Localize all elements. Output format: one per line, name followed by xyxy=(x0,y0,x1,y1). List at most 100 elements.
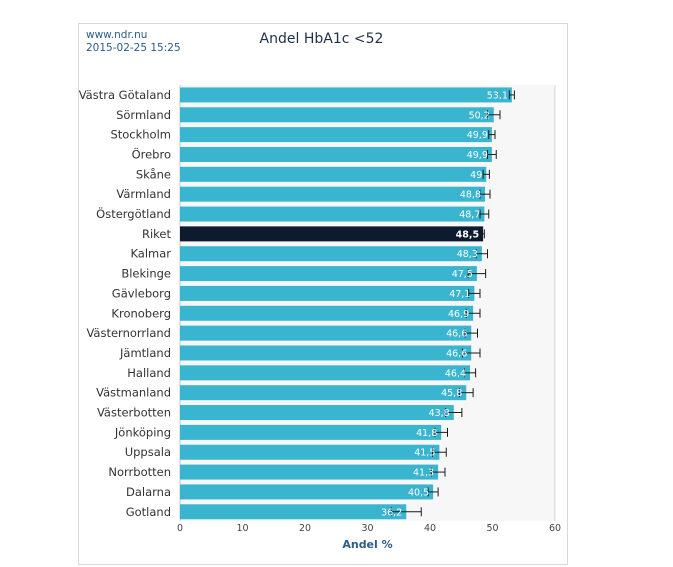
data-label: 47,5 xyxy=(452,269,473,280)
error-bar xyxy=(462,348,481,358)
bar[interactable] xyxy=(180,345,472,361)
data-label: 41,3 xyxy=(413,468,434,479)
source-link[interactable]: www.ndr.nu xyxy=(86,29,148,41)
bar[interactable] xyxy=(180,325,472,341)
data-label: 45,8 xyxy=(441,388,462,399)
data-label: 49,9 xyxy=(467,130,488,141)
x-tick-label: 30 xyxy=(361,523,373,534)
chart-title: Andel HbA1c <52 xyxy=(259,31,384,47)
data-label: 53,1 xyxy=(487,90,508,101)
bar[interactable] xyxy=(180,464,439,480)
category-label: Gävleborg xyxy=(112,286,171,300)
data-label: 46,6 xyxy=(446,329,467,340)
category-label: Halland xyxy=(127,366,171,380)
error-bar xyxy=(482,169,490,179)
x-axis-title: Andel % xyxy=(342,538,392,551)
error-bar xyxy=(488,130,496,140)
bar[interactable] xyxy=(180,365,470,381)
data-label: 46,9 xyxy=(448,309,469,320)
error-bar xyxy=(445,408,463,418)
bar[interactable] xyxy=(180,87,512,103)
error-bar xyxy=(458,388,474,398)
x-tick-label: 60 xyxy=(549,523,561,534)
data-label: 48,8 xyxy=(460,190,481,201)
category-label: Jämtland xyxy=(119,346,171,360)
x-tick-label: 0 xyxy=(177,523,183,534)
bar[interactable] xyxy=(180,385,467,401)
bar[interactable] xyxy=(180,405,454,421)
category-label: Gotland xyxy=(126,505,171,519)
category-label: Riket xyxy=(142,227,172,241)
error-bar xyxy=(427,487,439,497)
category-label: Västerbotten xyxy=(97,406,171,420)
error-bar xyxy=(465,308,481,318)
error-bar xyxy=(468,288,481,298)
data-label: 48,3 xyxy=(457,249,478,260)
category-label: Dalarna xyxy=(126,485,171,499)
x-tick-label: 20 xyxy=(299,523,311,534)
category-label: Värmland xyxy=(116,187,171,201)
error-bar xyxy=(463,368,477,378)
bar[interactable] xyxy=(180,246,482,262)
category-label: Jönköping xyxy=(114,425,171,439)
data-label: 47,1 xyxy=(449,289,470,300)
category-label: Stockholm xyxy=(110,128,171,142)
bar[interactable] xyxy=(180,285,475,301)
error-bar xyxy=(432,447,447,457)
bar[interactable] xyxy=(180,166,487,182)
error-bar xyxy=(487,149,497,159)
category-label: Blekinge xyxy=(121,267,171,281)
data-label: 48,7 xyxy=(459,210,480,221)
error-bar xyxy=(475,249,488,259)
category-label: Kronoberg xyxy=(111,306,171,320)
bar[interactable] xyxy=(180,266,477,282)
category-label: Örebro xyxy=(132,145,171,161)
data-label: 41,5 xyxy=(414,448,435,459)
category-label: Västmanland xyxy=(96,386,171,400)
x-tick-label: 40 xyxy=(424,523,436,534)
error-bar xyxy=(464,328,478,338)
data-label: 49 xyxy=(470,170,482,181)
bar[interactable] xyxy=(180,504,407,520)
error-bar xyxy=(479,209,490,219)
bar[interactable] xyxy=(180,305,474,321)
error-bar xyxy=(479,189,491,199)
category-label: Kalmar xyxy=(130,247,171,261)
data-label: 46,4 xyxy=(445,368,466,379)
x-tick-label: 10 xyxy=(236,523,248,534)
category-label: Skåne xyxy=(136,167,171,181)
error-bar xyxy=(390,507,422,517)
bar[interactable] xyxy=(180,146,492,162)
category-label: Norrbotten xyxy=(108,465,171,479)
bar[interactable] xyxy=(180,424,442,440)
error-bar xyxy=(481,229,485,239)
data-label: 36,2 xyxy=(381,507,402,518)
bar[interactable] xyxy=(180,107,494,123)
category-label: Uppsala xyxy=(125,445,171,459)
data-label: 40,5 xyxy=(408,487,429,498)
timestamp: 2015-02-25 15:25 xyxy=(86,42,181,54)
data-label: 46,6 xyxy=(446,348,467,359)
category-label: Västernorrland xyxy=(86,326,171,340)
error-bar xyxy=(467,269,487,279)
data-label: 41,8 xyxy=(416,428,437,439)
data-label: 50,2 xyxy=(469,110,490,121)
x-tick-label: 50 xyxy=(486,523,498,534)
bar[interactable] xyxy=(180,206,485,222)
error-bar xyxy=(430,467,446,477)
category-label: Västra Götaland xyxy=(79,88,171,102)
bar[interactable] xyxy=(180,484,434,500)
error-bar xyxy=(434,427,448,437)
bar[interactable] xyxy=(180,186,485,202)
error-bar xyxy=(508,90,515,100)
data-label: 48,5 xyxy=(456,229,479,240)
bar[interactable] xyxy=(180,127,492,143)
bar[interactable] xyxy=(180,226,484,242)
error-bar xyxy=(487,110,501,120)
category-label: Östergötland xyxy=(96,205,171,221)
data-label: 49,9 xyxy=(467,150,488,161)
bar[interactable] xyxy=(180,444,440,460)
data-label: 43,8 xyxy=(429,408,450,419)
category-label: Sörmland xyxy=(116,108,171,122)
